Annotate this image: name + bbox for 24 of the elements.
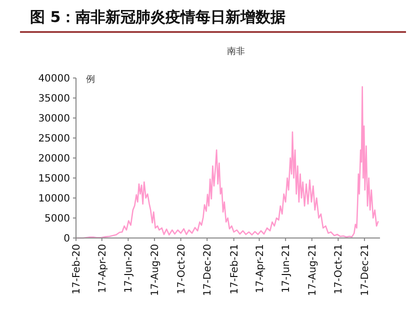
chart-title: 图 5：南非新冠肺炎疫情每日新增数据	[30, 8, 286, 26]
y-tick-label: 30000	[38, 114, 70, 124]
x-tick-label: 17-Jun-21	[281, 244, 292, 293]
y-tick-label: 0	[64, 234, 70, 244]
chart-subtitle: 南非	[227, 46, 245, 57]
y-tick-label: 35000	[38, 94, 70, 104]
y-tick-label: 25000	[38, 134, 70, 144]
y-tick-label: 15000	[38, 174, 70, 184]
x-tick-label: 17-Feb-21	[229, 244, 240, 294]
x-tick-label: 17-Jun-20	[124, 244, 135, 293]
x-tick-label: 17-Apr-20	[97, 244, 108, 294]
y-tick-label: 40000	[38, 74, 70, 84]
x-tick-label: 17-Dec-21	[360, 244, 371, 296]
x-tick-label: 17-Aug-21	[307, 244, 318, 296]
x-tick-label: 17-Oct-21	[334, 244, 345, 294]
x-tick-label: 17-Feb-20	[72, 244, 82, 294]
x-tick-label: 17-Apr-21	[254, 244, 266, 294]
x-tick-label: 17-Dec-20	[202, 244, 214, 296]
y-axis-title: 例	[86, 74, 95, 85]
y-tick-label: 5000	[44, 214, 70, 224]
y-tick-label: 20000	[38, 154, 70, 164]
x-tick-label: 17-Oct-20	[176, 244, 188, 294]
y-tick-label: 10000	[38, 194, 70, 204]
x-tick-label: 17-Aug-20	[150, 244, 161, 296]
